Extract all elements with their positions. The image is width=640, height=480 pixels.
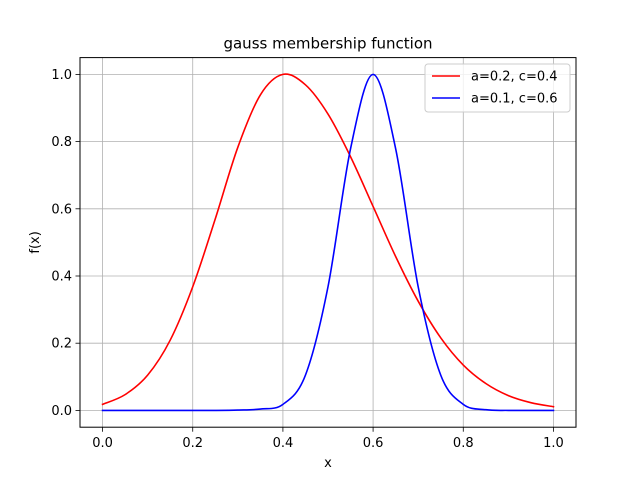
series-line-2 <box>101 73 555 412</box>
series-line-1 <box>101 73 555 408</box>
ticks-layer: 0.0 0.2 0.4 0.6 0.8 1.0 0.0 0.2 0.4 0.6 0.8 1.0 <box>51 68 563 451</box>
x-axis-label: x <box>324 456 332 471</box>
legend-label-1: a=0.2, c=0.4 <box>471 70 558 85</box>
y-tick-label: 0.6 <box>51 202 72 217</box>
y-tick-label: 0.8 <box>51 135 72 150</box>
x-tick-label: 0.4 <box>273 436 294 451</box>
grid-layer <box>80 57 576 428</box>
legend-label-2: a=0.1, c=0.6 <box>471 92 558 107</box>
y-tick-label: 0.2 <box>51 337 72 352</box>
x-tick-label: 0.0 <box>92 436 113 451</box>
y-axis-label: f(x) <box>28 231 43 253</box>
x-tick-label: 0.6 <box>363 436 384 451</box>
series-layer <box>101 73 555 412</box>
legend: a=0.2, c=0.4 a=0.1, c=0.6 <box>424 63 571 113</box>
chart-title: gauss membership function <box>223 35 432 53</box>
y-tick-label: 0.0 <box>51 404 72 419</box>
x-tick-label: 0.2 <box>182 436 203 451</box>
x-tick-label: 0.8 <box>453 436 474 451</box>
y-tick-label: 0.4 <box>51 270 72 285</box>
legend-box <box>424 63 571 113</box>
x-tick-label: 1.0 <box>543 436 564 451</box>
y-tick-label: 1.0 <box>51 68 72 83</box>
plot-frame <box>79 57 577 428</box>
